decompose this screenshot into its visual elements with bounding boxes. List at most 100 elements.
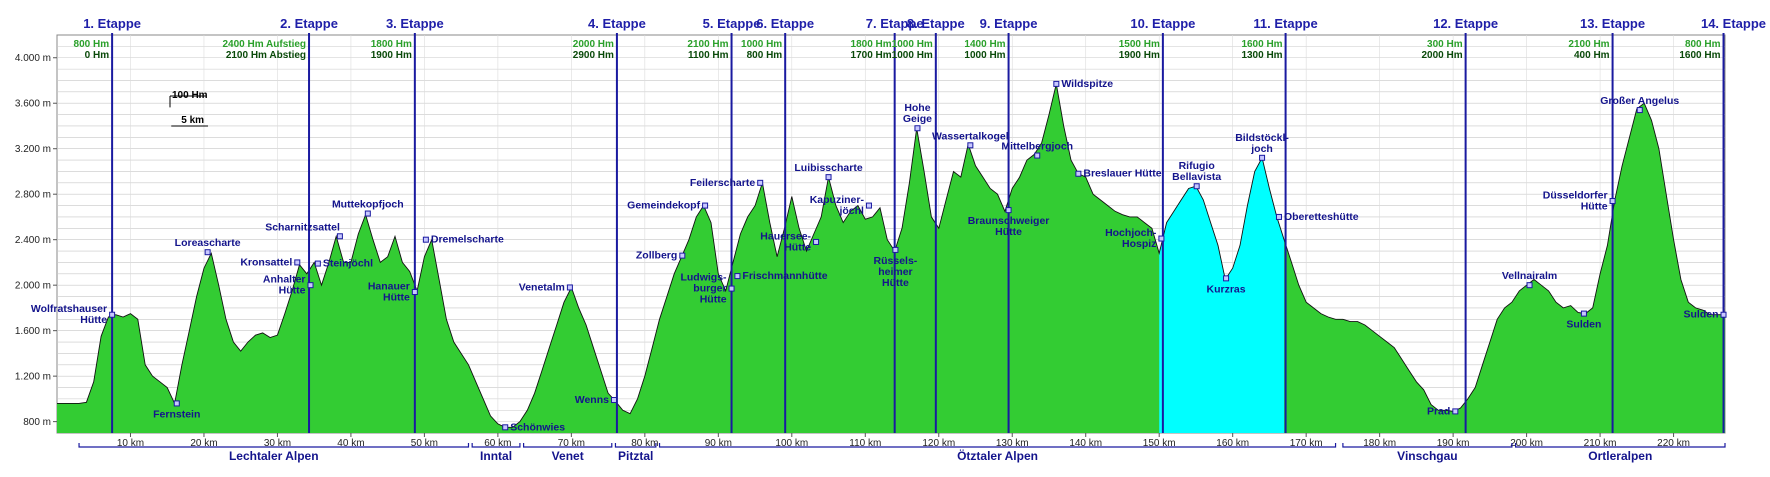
waypoint-label: jöchl [838, 205, 864, 217]
stage-ascent: 2400 Hm Aufstieg [222, 39, 306, 50]
stage-label: 5. Etappe [703, 16, 761, 31]
waypoint-marker [892, 246, 899, 253]
glacier-section [1159, 157, 1285, 434]
waypoint-label: Hütte [995, 226, 1022, 238]
region-label: Vinschgau [1397, 449, 1457, 463]
waypoint-label: Hanauer [368, 280, 410, 292]
scale-height-label: 100 Hm [172, 90, 208, 101]
waypoint-marker [1720, 311, 1727, 318]
waypoint-marker [1526, 282, 1533, 289]
waypoint-label: Hütte [700, 294, 727, 306]
waypoint-label: Hohe [904, 102, 930, 114]
waypoint-label: Mittelbergjoch [1001, 141, 1073, 153]
waypoint-marker [865, 202, 872, 209]
waypoint-marker [411, 288, 418, 295]
profile-line [57, 83, 1725, 428]
waypoint-label: Geige [903, 113, 932, 125]
waypoint-label: Gemeindekopf [627, 200, 700, 212]
waypoint-label: heimer [878, 266, 912, 278]
stage-descent: 1900 Hm [371, 50, 412, 61]
waypoint-label: Hochjoch- [1105, 227, 1157, 239]
waypoint-marker [728, 285, 735, 292]
waypoint-marker [1193, 183, 1200, 190]
waypoint-marker [825, 174, 832, 181]
scale-bar: 100 Hm 5 km [169, 90, 208, 127]
region-bracket [522, 443, 613, 448]
x-tick-label: 150 km [1143, 438, 1176, 449]
waypoint-label: Hütte [882, 277, 909, 289]
stage-label: 8. Etappe [907, 16, 965, 31]
waypoint-marker [1452, 408, 1459, 415]
x-tick-label: 60 km [484, 438, 511, 449]
stage-label: 11. Etappe [1253, 16, 1317, 31]
x-tick-label: 90 km [705, 438, 732, 449]
waypoint-marker [314, 260, 321, 267]
stage-label: 9. Etappe [980, 16, 1038, 31]
stage-label: 12. Etappe [1433, 16, 1498, 31]
waypoint-label: Frischmannhütte [742, 270, 827, 282]
waypoint-label: Hospiz [1122, 238, 1156, 250]
stage-descent: 800 Hm [747, 50, 783, 61]
profile-area [57, 83, 1725, 434]
stage-ascent: 1600 Hm [1241, 39, 1282, 50]
region-label: Inntal [480, 449, 512, 463]
stage-label: 2. Etappe [280, 16, 338, 31]
stage-ascent: 2100 Hm [1568, 39, 1609, 50]
stage-label: 4. Etappe [588, 16, 646, 31]
waypoint-marker [679, 252, 686, 259]
waypoint-label: Sulden [1566, 319, 1601, 331]
y-tick-label: 2.400 m [15, 235, 51, 246]
waypoint-label: Kapuziner- [810, 194, 865, 206]
waypoint-label: Düsseldorfer [1543, 190, 1608, 202]
y-tick-label: 1.200 m [15, 372, 51, 383]
x-tick-label: 50 km [411, 438, 438, 449]
y-tick-label: 1.600 m [15, 326, 51, 337]
x-tick-label: 140 km [1069, 438, 1102, 449]
waypoint-marker [422, 236, 429, 243]
stage-label: 7. Etappe [866, 16, 924, 31]
stage-descent: 400 Hm [1574, 50, 1610, 61]
waypoint-label: Schönwies [510, 421, 565, 433]
waypoint-label: Hauersee- [760, 230, 811, 242]
y-tick-label: 3.200 m [15, 144, 51, 155]
stage-ascent: 1000 Hm [741, 39, 782, 50]
waypoint-marker [364, 210, 371, 217]
waypoint-label: Großer Angelus [1600, 95, 1679, 107]
profile-fill [57, 83, 1725, 434]
region-label: Lechtaler Alpen [229, 449, 319, 463]
y-tick-label: 2.800 m [15, 190, 51, 201]
waypoint-label: Wenns [575, 394, 609, 406]
x-tick-label: 190 km [1437, 438, 1470, 449]
x-tick-label: 160 km [1216, 438, 1249, 449]
waypoint-label: Sulden [1684, 309, 1719, 321]
x-tick-label: 220 km [1657, 438, 1690, 449]
stage-ascent: 800 Hm [1685, 39, 1721, 50]
region-bracket [1342, 443, 1513, 448]
waypoint-label: Muttekopfjoch [332, 199, 404, 211]
stage-ascent: 1800 Hm [371, 39, 412, 50]
stage-descent: 1900 Hm [1119, 50, 1160, 61]
waypoint-marker [813, 238, 820, 245]
waypoint-marker [1034, 152, 1041, 159]
waypoint-marker [914, 125, 921, 132]
x-tick-label: 120 km [922, 438, 955, 449]
waypoint-labels: WolfratshauserHütteFernsteinLoreascharte… [31, 78, 1727, 433]
waypoint-label: Hütte [1581, 201, 1608, 213]
waypoint-label: Vellnairalm [1502, 270, 1557, 282]
stage-label: 13. Etappe [1580, 16, 1645, 31]
axes: 800 m 1.200 m 1.600 m 2.000 m 2.400 m 2.800 m… [15, 53, 1690, 449]
waypoint-label: Kronsattel [240, 256, 292, 268]
stage-descent: 1300 Hm [1241, 50, 1282, 61]
stage-descent: 1600 Hm [1679, 50, 1720, 61]
stage-descent: 2100 Hm Abstieg [226, 50, 306, 61]
region-label: Pitztal [618, 449, 653, 463]
x-tick-label: 200 km [1510, 438, 1543, 449]
waypoint-marker [702, 202, 709, 209]
x-tick-label: 180 km [1363, 438, 1396, 449]
x-tick-label: 40 km [337, 438, 364, 449]
waypoint-label: Hütte [279, 285, 306, 297]
waypoint-label: Loreascharte [175, 237, 241, 249]
waypoint-label: Ludwigs- [680, 272, 727, 284]
stage-ascent: 2000 Hm [573, 39, 614, 50]
